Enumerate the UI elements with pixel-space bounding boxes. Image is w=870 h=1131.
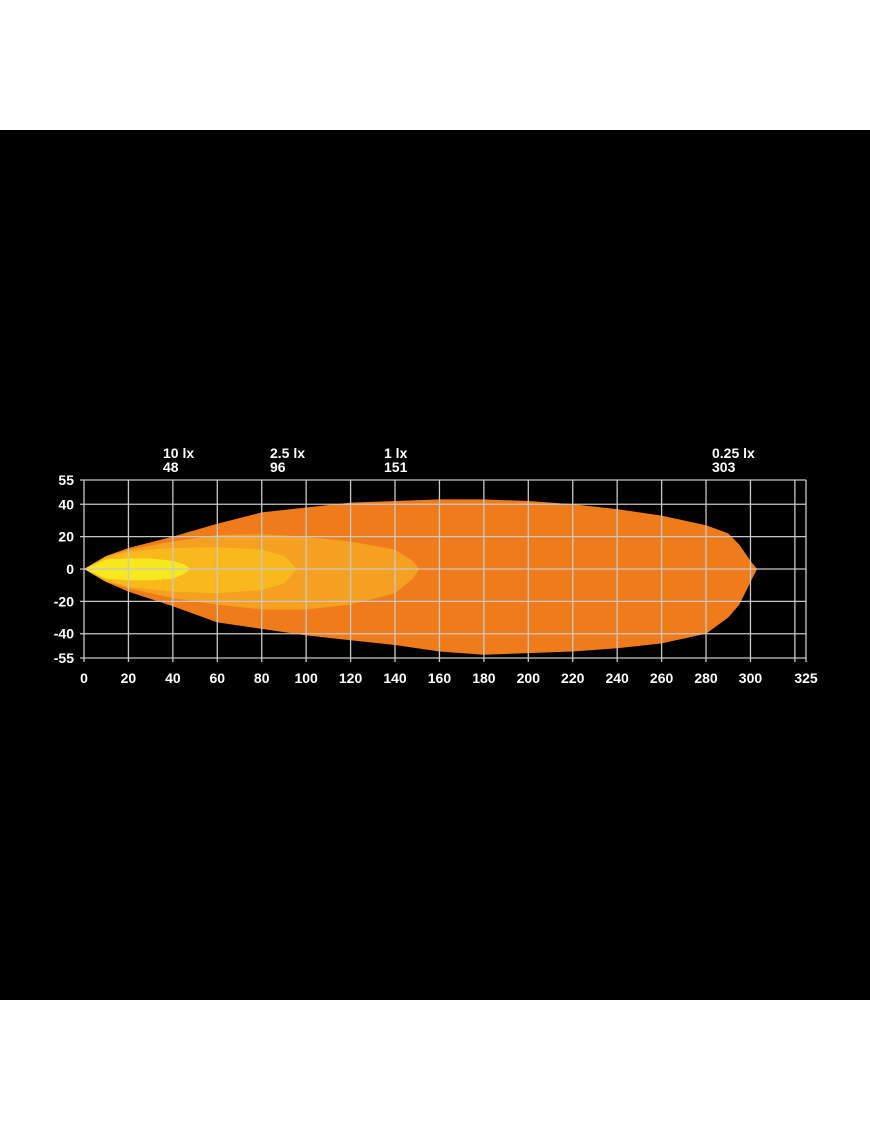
x-tick-label: 180 bbox=[472, 670, 496, 686]
x-tick-label: 80 bbox=[254, 670, 270, 686]
y-tick-label: -55 bbox=[54, 650, 74, 666]
x-tick-label: 0 bbox=[80, 670, 88, 686]
x-tick-label: 300 bbox=[739, 670, 763, 686]
x-tick-labels: 0 20 40 60 80 100 120 140 160 180 200 220 240 260 280 3… bbox=[80, 670, 818, 686]
y-tick-labels: 55 40 20 0 -20 -40 -55 bbox=[54, 472, 74, 666]
contour-label-lux: 2.5 lx bbox=[270, 445, 305, 461]
contour-label-reach: 151 bbox=[384, 459, 408, 475]
x-tick-label: 120 bbox=[339, 670, 363, 686]
x-tick-label: 325 bbox=[794, 670, 818, 686]
contour-label-lux: 1 lx bbox=[384, 445, 408, 461]
contour-label-lux: 0.25 lx bbox=[712, 445, 755, 461]
y-tick-label: -40 bbox=[54, 626, 74, 642]
y-tick-label: -20 bbox=[54, 593, 74, 609]
y-tick-label: 40 bbox=[58, 496, 74, 512]
x-tick-label: 280 bbox=[694, 670, 718, 686]
x-tick-label: 100 bbox=[294, 670, 318, 686]
y-tick-label: 0 bbox=[66, 561, 74, 577]
x-tick-label: 200 bbox=[517, 670, 541, 686]
x-tick-label: 40 bbox=[165, 670, 181, 686]
x-tick-label: 160 bbox=[428, 670, 452, 686]
contour-label-reach: 96 bbox=[270, 459, 286, 475]
x-tick-label: 260 bbox=[650, 670, 674, 686]
x-tick-label: 60 bbox=[210, 670, 226, 686]
x-tick-label: 220 bbox=[561, 670, 585, 686]
contour-areas bbox=[84, 499, 758, 655]
grid bbox=[80, 479, 807, 662]
x-tick-label: 140 bbox=[383, 670, 407, 686]
x-tick-label: 240 bbox=[605, 670, 629, 686]
contour-label-lux: 10 lx bbox=[163, 445, 194, 461]
y-tick-label: 55 bbox=[58, 472, 74, 488]
x-tick-label: 20 bbox=[121, 670, 137, 686]
contour-label-reach: 303 bbox=[712, 459, 736, 475]
y-tick-label: 20 bbox=[58, 529, 74, 545]
contour-label-reach: 48 bbox=[163, 459, 179, 475]
